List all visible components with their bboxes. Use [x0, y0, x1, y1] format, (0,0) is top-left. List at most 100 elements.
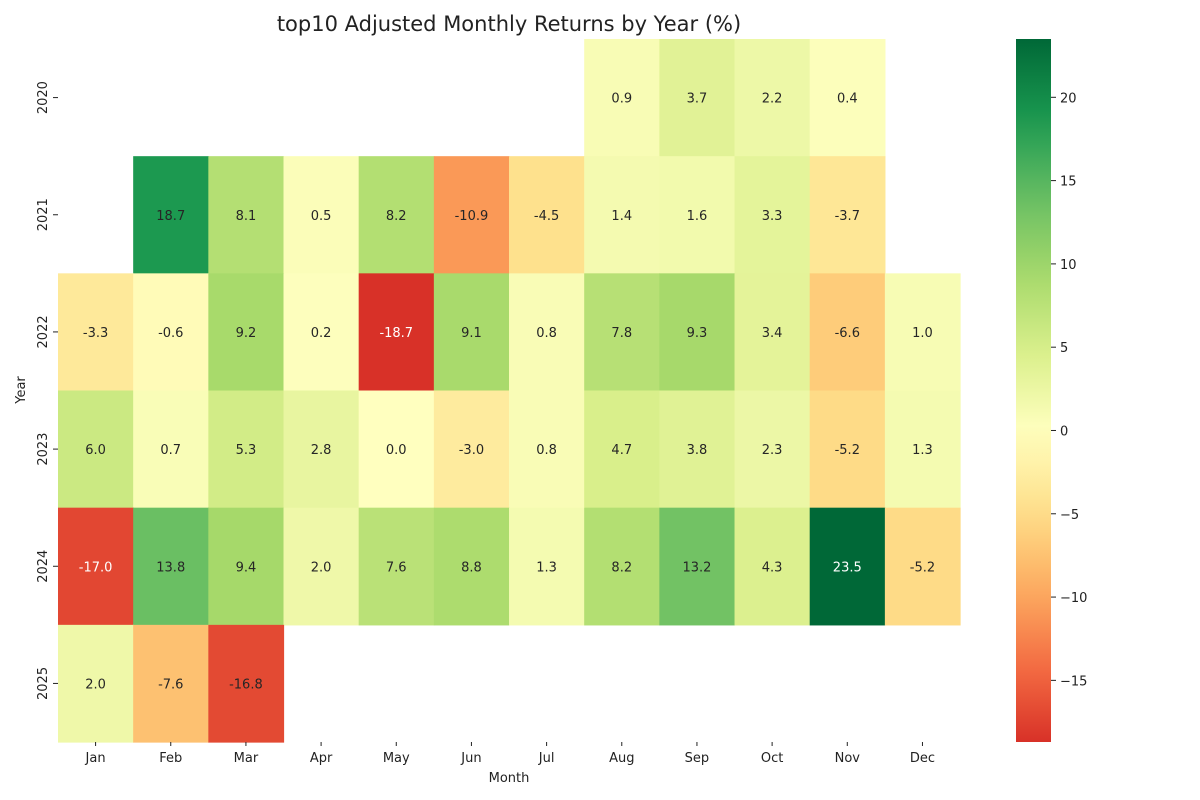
heatmap-cell	[584, 390, 660, 509]
colorbar-tick-label: 5	[1060, 341, 1068, 356]
heatmap-cell	[584, 39, 660, 157]
cell-value-label: 2.0	[85, 677, 106, 692]
cell-value-label: 23.5	[833, 560, 862, 575]
heatmap-cell	[884, 390, 961, 509]
colorbar-tick-label: 20	[1060, 91, 1077, 106]
colorbar-tick-label: 0	[1060, 424, 1068, 439]
x-tick-label: Nov	[835, 751, 861, 766]
cell-value-label: -4.5	[534, 209, 559, 224]
heatmap-cell	[509, 273, 585, 392]
heatmap-cell	[659, 39, 736, 157]
cell-value-label: -5.2	[835, 443, 860, 458]
cell-value-label: 0.0	[386, 443, 407, 458]
cell-value-label: 18.7	[156, 209, 185, 224]
cell-value-label: 8.2	[386, 209, 407, 224]
heatmap-cell	[133, 624, 209, 743]
cell-value-label: 0.9	[611, 92, 632, 107]
heatmap-cell	[659, 390, 736, 509]
colorbar-tick-label: −10	[1060, 591, 1087, 606]
colorbar-tick-label: −15	[1060, 674, 1087, 689]
cell-value-label: 7.8	[611, 326, 632, 341]
y-axis-label: Year	[14, 376, 29, 405]
heatmap-cell	[734, 507, 811, 626]
cell-value-label: 2.3	[762, 443, 783, 458]
heatmap-cell	[283, 390, 360, 509]
heatmap-cell	[58, 624, 134, 743]
heatmap-cell	[283, 507, 360, 626]
cell-value-label: -16.8	[229, 677, 263, 692]
heatmap-cell	[208, 156, 285, 274]
heatmap-cell	[58, 273, 134, 392]
cell-value-label: -6.6	[835, 326, 860, 341]
cell-value-label: 8.8	[461, 560, 482, 575]
colorbar-ticks: −15 −10 −5 0 5 10 15 20	[1051, 91, 1087, 689]
x-tick-label: May	[383, 751, 410, 766]
cell-value-label: 4.7	[611, 443, 632, 458]
cell-value-label: -10.9	[455, 209, 489, 224]
heatmap-cell	[133, 273, 209, 392]
x-tick-label: Oct	[761, 751, 783, 766]
heatmap-cell	[433, 507, 510, 626]
x-tick-label: Jun	[460, 751, 481, 766]
y-tick-label: 2023	[36, 433, 51, 466]
x-tick-label: Apr	[310, 751, 333, 766]
y-axis: 2020 2021 2022 2023 2024 2025	[36, 81, 58, 700]
x-axis-label: Month	[489, 771, 530, 786]
cell-value-label: 9.3	[687, 326, 708, 341]
cell-value-label: 5.3	[236, 443, 257, 458]
y-tick-label: 2021	[36, 198, 51, 231]
cell-value-label: 0.2	[311, 326, 332, 341]
heatmap-cell	[433, 156, 510, 274]
x-tick-label: Dec	[910, 751, 935, 766]
colorbar-tick-label: 10	[1060, 258, 1077, 273]
cell-value-label: 3.8	[687, 443, 708, 458]
y-tick-label: 2024	[36, 550, 51, 583]
heatmap-cell	[884, 273, 961, 392]
cell-value-label: -0.6	[158, 326, 183, 341]
heatmap-cell	[133, 390, 209, 509]
heatmap-cell	[659, 273, 736, 392]
x-tick-label: Sep	[685, 751, 710, 766]
cell-value-label: 9.2	[236, 326, 257, 341]
cell-value-label: 0.4	[837, 92, 858, 107]
x-tick-label: Jul	[538, 751, 555, 766]
cell-value-label: -3.3	[83, 326, 108, 341]
heatmap-cell	[884, 507, 961, 626]
cell-value-label: 9.1	[461, 326, 482, 341]
heatmap-cell	[208, 390, 285, 509]
cell-value-label: 2.0	[311, 560, 332, 575]
cell-value-label: 2.2	[762, 92, 783, 107]
heatmap-cell	[809, 156, 886, 274]
heatmap-cell	[734, 39, 811, 157]
x-tick-label: Feb	[159, 751, 182, 766]
y-tick-label: 2022	[36, 315, 51, 348]
x-axis: Jan Feb Mar Apr May Jun Jul Aug Sep Oct Nov Dec	[85, 742, 935, 766]
cell-value-label: 0.5	[311, 209, 332, 224]
cell-value-label: 9.4	[236, 560, 257, 575]
heatmap-cell	[809, 273, 886, 392]
heatmap-cell	[734, 390, 811, 509]
cell-value-label: 3.7	[687, 92, 708, 107]
heatmap-cell	[584, 273, 660, 392]
cell-value-label: 0.7	[160, 443, 181, 458]
colorbar-tick-label: −5	[1060, 508, 1079, 523]
cell-value-label: 1.4	[611, 209, 632, 224]
colorbar	[1016, 39, 1051, 742]
cell-value-label: 8.2	[611, 560, 632, 575]
cell-value-label: 3.3	[762, 209, 783, 224]
cell-value-label: 6.0	[85, 443, 106, 458]
cell-value-label: 8.1	[236, 209, 257, 224]
x-tick-label: Aug	[609, 751, 634, 766]
cell-value-label: -3.0	[459, 443, 484, 458]
heatmap-cell	[584, 507, 660, 626]
heatmap-cell	[208, 507, 285, 626]
heatmap-cell	[58, 507, 134, 626]
y-tick-label: 2025	[36, 667, 51, 700]
heatmap-cell	[208, 273, 285, 392]
heatmap-cell	[584, 156, 660, 274]
heatmap-cell	[58, 390, 134, 509]
heatmap-cell	[133, 507, 209, 626]
heatmap-cell	[659, 156, 736, 274]
heatmap-cell	[734, 156, 811, 274]
